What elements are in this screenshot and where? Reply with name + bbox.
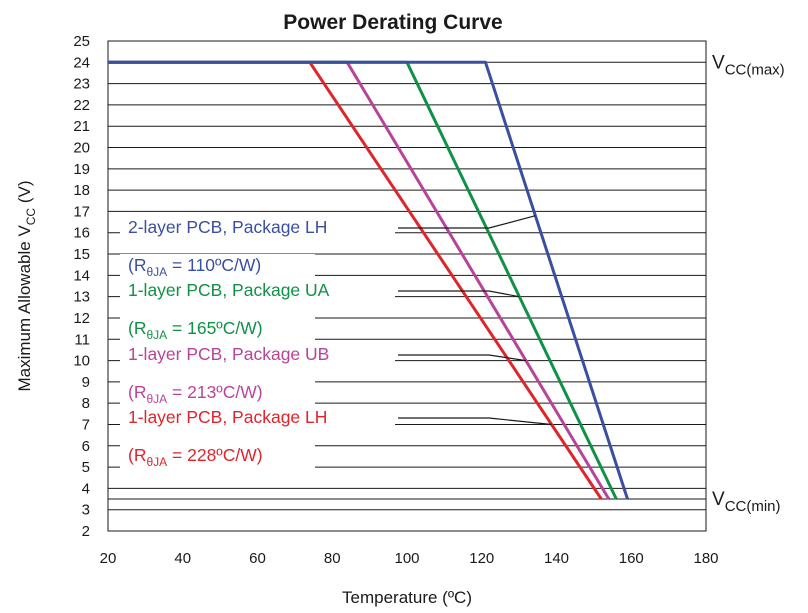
annotation-pointer: [398, 417, 552, 426]
x-tick-label: 100: [394, 550, 419, 567]
y-axis-label: Maximum Allowable VCC (V): [15, 180, 38, 391]
y-tick-label: 18: [73, 182, 90, 199]
y-tick-label: 25: [73, 33, 90, 50]
x-tick-label: 160: [619, 550, 644, 567]
x-tick-label: 80: [324, 550, 341, 567]
annotation-pointer: [398, 215, 536, 229]
series-rth-label: (RθJA = 228ºC/W): [128, 445, 263, 469]
series-label: 1-layer PCB, Package UA: [128, 280, 330, 300]
x-tick-label: 20: [100, 550, 117, 567]
x-tick-labels: 20 40 60 80 100 120 140 160 180: [100, 550, 719, 567]
y-tick-label: 23: [73, 76, 90, 93]
y-tick-label: 11: [74, 331, 90, 348]
y-tick-label: 8: [82, 395, 90, 412]
series-label: 1-layer PCB, Package LH: [128, 407, 327, 427]
y-tick-label: 19: [73, 161, 90, 178]
y-tick-label: 6: [82, 438, 90, 455]
y-tick-label: 21: [73, 118, 90, 135]
annotation-bg: [120, 216, 395, 238]
y-tick-label: 22: [73, 97, 90, 114]
x-tick-label: 140: [544, 550, 569, 567]
y-tick-label: 5: [82, 459, 90, 476]
series-label: 1-layer PCB, Package UB: [128, 344, 329, 364]
series-label: 2-layer PCB, Package LH: [128, 217, 327, 237]
y-tick-label: 12: [73, 310, 90, 327]
x-tick-label: 180: [693, 550, 718, 567]
x-axis-label: Temperature (ºC): [342, 588, 472, 607]
x-tick-label: 60: [249, 550, 266, 567]
reference-labels: VCC(max) VCC(min): [712, 52, 785, 515]
series-lines: [108, 60, 629, 500]
series-rth-label: (RθJA = 165ºC/W): [128, 318, 263, 342]
series-annotations: 1-layer PCB, Package LH (RθJA = 228ºC/W) 1…: [120, 215, 552, 469]
vcc-min-label: VCC(min): [712, 489, 781, 515]
vcc-max-label: VCC(max): [712, 52, 785, 78]
chart-title: Power Derating Curve: [283, 11, 502, 34]
annotation-bg: [120, 444, 315, 468]
annotation-pointer: [398, 290, 520, 298]
y-tick-label: 10: [73, 353, 90, 370]
series-line-4: [108, 60, 629, 500]
y-tick-label: 7: [82, 416, 90, 433]
annotation-bg: [120, 343, 395, 365]
x-tick-label: 40: [174, 550, 191, 567]
annotation-bg: [120, 254, 315, 278]
y-tick-label: 17: [73, 203, 90, 220]
y-tick-label: 2: [82, 523, 90, 540]
series-rth-label: (RθJA = 110ºC/W): [128, 255, 261, 279]
annotation-bg: [120, 279, 395, 301]
y-tick-label: 14: [73, 267, 90, 284]
plot-area: [107, 40, 707, 532]
y-tick-label: 13: [73, 289, 90, 306]
y-tick-label: 3: [82, 502, 90, 519]
annotation-bg: [120, 406, 395, 428]
x-tick-label: 120: [469, 550, 494, 567]
y-tick-label: 24: [73, 54, 90, 71]
annotation-bg: [120, 381, 315, 405]
annotation-bg: [120, 317, 315, 341]
y-tick-label: 9: [82, 374, 90, 391]
y-tick-label: 15: [73, 246, 90, 263]
y-tick-label: 4: [82, 480, 90, 497]
y-tick-label: 20: [73, 140, 90, 157]
y-tick-label: 16: [73, 225, 90, 242]
annotation-pointer: [398, 354, 526, 362]
series-rth-label: (RθJA = 213ºC/W): [128, 382, 263, 406]
